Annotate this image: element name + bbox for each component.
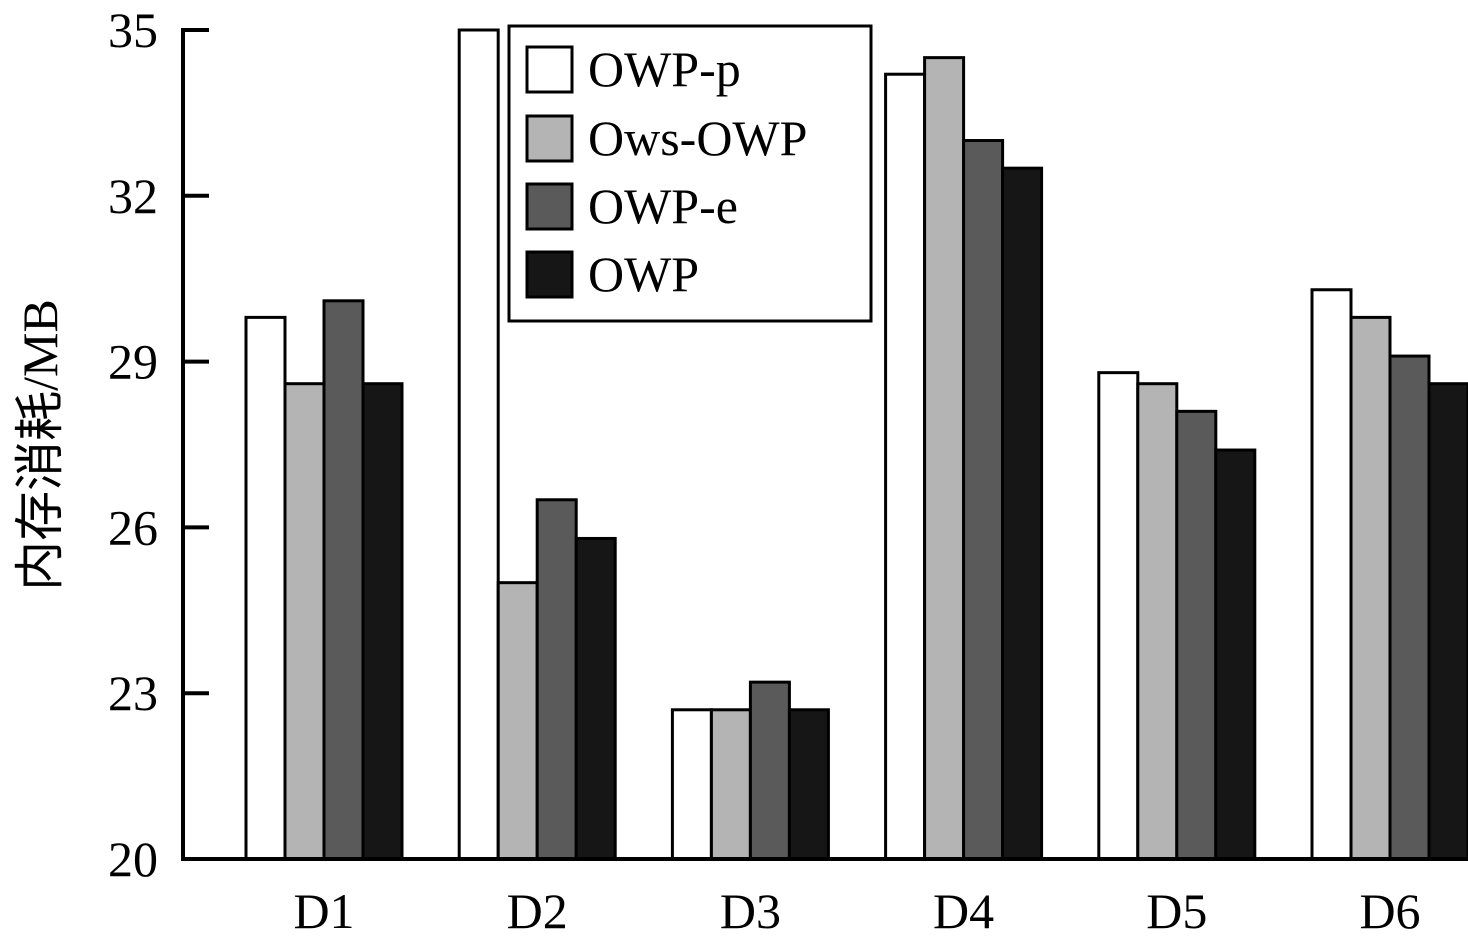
- y-tick-label: 23: [108, 665, 158, 721]
- legend-label: OWP-e: [588, 178, 738, 234]
- legend-label: OWP: [588, 246, 699, 302]
- legend-swatch: [525, 114, 574, 163]
- bar-d6-owp-e: [1388, 354, 1431, 861]
- y-axis-title: 内存消耗/MB: [12, 299, 68, 591]
- bar-d5-ows-owp: [1136, 382, 1179, 861]
- x-tick-label: D1: [293, 883, 354, 939]
- y-tick-label: 26: [108, 499, 158, 555]
- bar-d5-owp-p: [1097, 371, 1140, 861]
- bar-d2-owp-e: [535, 498, 578, 861]
- bar-d3-owp-p: [670, 708, 713, 861]
- x-tick-label: D6: [1359, 883, 1420, 939]
- bar-d6-owp: [1427, 382, 1468, 861]
- legend-label: Ows-OWP: [588, 110, 807, 166]
- bar-d2-ows-owp: [496, 581, 539, 861]
- x-tick-label: D3: [720, 883, 781, 939]
- bars-group: [244, 28, 1468, 861]
- bar-d1-ows-owp: [283, 382, 326, 861]
- bar-d1-owp-p: [244, 315, 287, 861]
- bar-d5-owp: [1214, 448, 1257, 861]
- bar-d2-owp: [574, 536, 617, 861]
- bar-d6-owp-p: [1310, 288, 1353, 861]
- bar-d1-owp: [361, 382, 404, 861]
- x-labels-group: D1 D2 D3 D4 D5 D6: [293, 883, 1420, 939]
- legend-swatch: [525, 250, 574, 299]
- legend-label: OWP-p: [588, 41, 741, 97]
- bar-d4-owp: [1001, 166, 1044, 861]
- legend: OWP-p Ows-OWP OWP-e OWP: [507, 24, 873, 323]
- bar-d1-owp-e: [322, 299, 365, 861]
- bar-d4-ows-owp: [923, 56, 966, 861]
- y-tick-label: 20: [108, 831, 158, 887]
- bar-d4-owp-e: [962, 139, 1005, 861]
- bar-d4-owp-p: [884, 72, 927, 861]
- axes-group: [181, 30, 1468, 861]
- x-tick-label: D2: [507, 883, 568, 939]
- x-tick-label: D4: [933, 883, 994, 939]
- y-tick-label: 35: [108, 2, 158, 58]
- bar-d3-owp-e: [748, 680, 791, 861]
- bar-d6-ows-owp: [1349, 315, 1392, 861]
- bar-d3-ows-owp: [709, 708, 752, 861]
- y-ticks-group: 20 23 26 29 32 35: [108, 2, 209, 887]
- y-tick-label: 29: [108, 334, 158, 390]
- bar-d3-owp: [787, 708, 830, 861]
- legend-swatch: [525, 182, 574, 231]
- y-tick-label: 32: [108, 168, 158, 224]
- x-tick-label: D5: [1146, 883, 1207, 939]
- legend-swatch: [525, 45, 574, 94]
- bar-d2-owp-p: [457, 28, 500, 861]
- bar-d5-owp-e: [1175, 409, 1218, 861]
